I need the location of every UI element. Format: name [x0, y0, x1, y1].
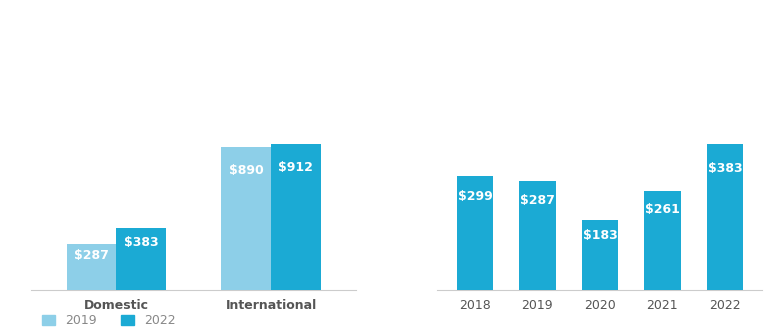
Bar	[519, 181, 555, 290]
Bar	[457, 176, 493, 290]
Text: $287: $287	[520, 194, 555, 207]
Bar	[271, 144, 321, 290]
Text: $183: $183	[583, 228, 617, 242]
Text: $912: $912	[279, 161, 314, 174]
Legend: 2019, 2022: 2019, 2022	[37, 309, 180, 332]
Text: $287: $287	[74, 249, 109, 262]
Bar	[706, 145, 743, 290]
Bar	[644, 191, 681, 290]
Bar	[67, 244, 116, 290]
Bar	[582, 220, 618, 290]
Bar	[116, 228, 166, 290]
Text: $890: $890	[229, 165, 264, 177]
Text: $383: $383	[124, 236, 159, 249]
Text: $383: $383	[708, 162, 742, 175]
Text: $261: $261	[645, 202, 680, 215]
Bar	[222, 147, 271, 290]
Text: $299: $299	[457, 190, 492, 203]
